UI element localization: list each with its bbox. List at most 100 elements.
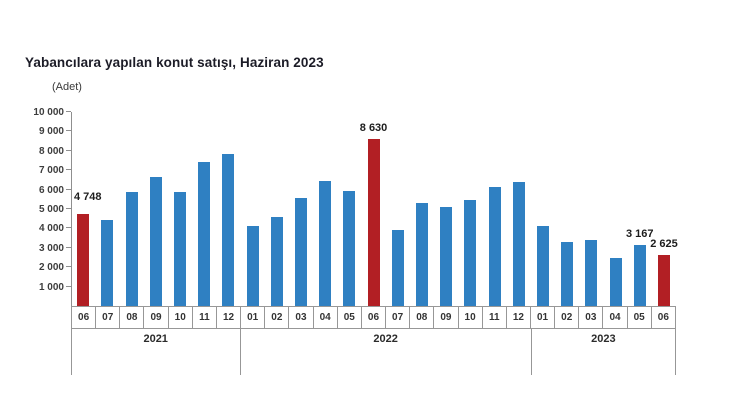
month-cell-2022-08: 08 <box>409 307 433 328</box>
data-label-2022-06: 8 630 <box>359 121 388 134</box>
month-cell-2023-02: 02 <box>554 307 578 328</box>
bar-2021-12 <box>222 153 235 306</box>
y-tick-label: 7 000 <box>38 165 64 177</box>
year-label-2021: 2021 <box>143 333 168 345</box>
bar-slot-2022-03 <box>289 112 313 306</box>
bar-slot-2022-09 <box>434 112 458 306</box>
bar-slot-2022-02 <box>265 112 289 306</box>
month-cell-2022-07: 07 <box>385 307 409 328</box>
y-tick-mark <box>66 227 71 229</box>
y-tick-mark <box>66 285 71 287</box>
data-label-2021-06: 4 748 <box>74 190 102 203</box>
bar-2022-10 <box>464 200 477 306</box>
bar-slot-2023-02 <box>555 112 579 306</box>
y-tick-label: 10 000 <box>33 107 64 118</box>
month-cell-2022-10: 10 <box>457 307 482 328</box>
bar-slot-2022-06: 8 630 <box>359 112 388 306</box>
bar-2021-11 <box>198 162 211 306</box>
bar-2022-09 <box>440 207 453 306</box>
bar-2021-09 <box>149 177 162 306</box>
bar-2021-06 <box>77 213 90 306</box>
month-cell-2021-07: 07 <box>95 307 119 328</box>
bar-slot-2022-12 <box>507 112 531 306</box>
bar-slot-2023-01 <box>531 112 555 306</box>
year-separator <box>675 329 676 375</box>
month-cell-2022-11: 11 <box>481 307 506 328</box>
y-tick-mark <box>66 208 71 209</box>
bar-2021-08 <box>125 191 138 306</box>
bar-slot-2022-11 <box>482 112 506 306</box>
y-tick-mark <box>66 149 71 151</box>
month-cell-2022-09: 09 <box>433 307 457 328</box>
bar-2022-12 <box>512 181 525 306</box>
month-cell-2023-04: 04 <box>602 307 626 328</box>
y-tick-label: 2 000 <box>38 262 64 274</box>
y-tick-label: 3 000 <box>38 242 64 254</box>
x-axis: 06 07 08 09 10 11 12 01 02 03 04 05 06 07 08 09 10 11 12 01… <box>71 306 676 375</box>
bars-area: 4 748 8 630 3 167 2 625 <box>71 112 678 306</box>
bar-slot-2021-07 <box>95 112 119 306</box>
y-tick-label: 4 000 <box>38 223 64 235</box>
y-tick-mark <box>66 188 71 190</box>
bar-slot-2022-10 <box>458 112 482 306</box>
bar-slot-2023-06: 2 625 <box>650 112 678 306</box>
bar-2023-03 <box>585 240 598 306</box>
bar-slot-2021-08 <box>119 112 143 306</box>
bar-2022-05 <box>343 190 356 306</box>
month-cell-2023-03: 03 <box>578 307 602 328</box>
month-cell-2022-12: 12 <box>505 307 530 328</box>
bar-slot-2021-10 <box>168 112 192 306</box>
y-tick-mark <box>66 111 71 112</box>
bar-slot-2021-12 <box>216 112 240 306</box>
y-tick-label: 8 000 <box>38 145 64 157</box>
bar-slot-2022-08 <box>410 112 434 306</box>
bar-2022-08 <box>415 203 428 306</box>
bar-slot-2022-07 <box>386 112 410 306</box>
bar-2021-10 <box>173 191 186 306</box>
bar-2023-06 <box>657 255 670 306</box>
month-cell-2021-10: 10 <box>167 307 192 328</box>
y-axis-line <box>71 112 72 306</box>
bar-2021-07 <box>101 219 114 306</box>
month-cell-2023-06: 06 <box>650 307 675 328</box>
month-cell-2021-09: 09 <box>143 307 167 328</box>
y-axis-labels: 10 000 9 000 8 000 7 000 6 000 5 000 4 000 3 00… <box>0 107 64 306</box>
data-label-2023-06: 2 625 <box>650 238 678 251</box>
bar-2022-04 <box>319 180 332 306</box>
year-label-2022: 2022 <box>373 333 398 345</box>
bar-2022-03 <box>294 198 307 306</box>
y-tick-mark <box>66 246 71 248</box>
y-tick-label: 9 000 <box>38 126 64 138</box>
bar-2023-05 <box>633 244 646 306</box>
bar-2022-06 <box>367 138 380 306</box>
y-axis-ticks <box>66 111 71 306</box>
bar-2022-01 <box>246 225 259 306</box>
y-tick-label: 6 000 <box>38 184 64 196</box>
bar-2022-02 <box>270 216 283 306</box>
bar-slot-2022-04 <box>313 112 337 306</box>
bar-2022-11 <box>488 186 501 306</box>
bar-2023-02 <box>561 241 574 306</box>
month-cell-2021-06: 06 <box>78 312 90 323</box>
y-tick-mark <box>66 169 71 171</box>
bar-slot-2022-05 <box>337 112 361 306</box>
y-tick-mark <box>66 130 71 132</box>
month-cell-2021-08: 08 <box>119 307 143 328</box>
month-cell-2022-01: 01 <box>240 307 264 328</box>
bar-2023-04 <box>609 257 622 306</box>
month-cell-2021-12: 12 <box>215 307 240 328</box>
bar-2022-07 <box>391 230 404 306</box>
data-label-2023-05: 3 167 <box>626 227 654 240</box>
month-cell-2022-05: 05 <box>336 307 361 328</box>
bar-slot-2021-06: 4 748 <box>71 112 102 306</box>
month-cell-2023-01: 01 <box>529 307 554 328</box>
month-cell-2021-11: 11 <box>191 307 216 328</box>
bar-slot-2023-05: 3 167 <box>626 112 654 306</box>
year-label-2023: 2023 <box>591 333 616 345</box>
year-separator <box>240 329 242 375</box>
month-cell-2023-05: 05 <box>626 307 651 328</box>
bar-2023-01 <box>536 226 549 306</box>
month-cell-2022-04: 04 <box>312 307 337 328</box>
bar-slot-2023-04 <box>603 112 627 306</box>
